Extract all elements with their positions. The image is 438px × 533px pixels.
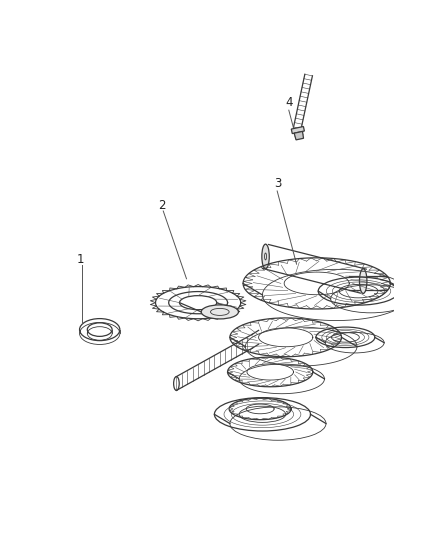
Text: 3: 3	[274, 177, 282, 190]
Text: 4: 4	[285, 96, 293, 109]
Text: 1: 1	[77, 253, 84, 265]
Polygon shape	[291, 126, 304, 134]
Polygon shape	[294, 132, 304, 140]
Ellipse shape	[201, 305, 238, 319]
Ellipse shape	[360, 269, 367, 294]
Ellipse shape	[262, 244, 269, 269]
Text: 2: 2	[158, 199, 165, 212]
